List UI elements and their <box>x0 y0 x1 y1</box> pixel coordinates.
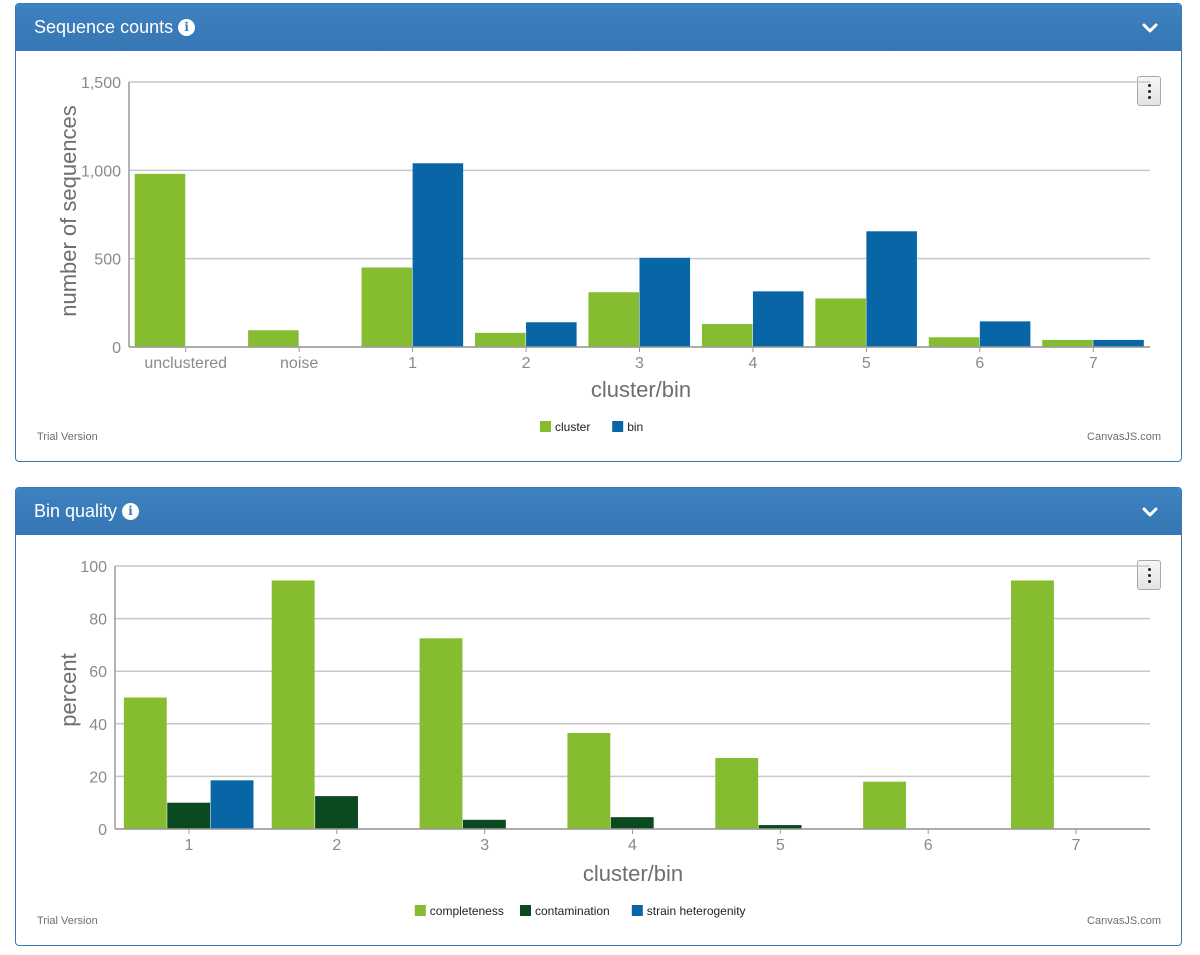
chart-menu-button[interactable] <box>1137 76 1161 106</box>
x-tick-label: 3 <box>480 837 489 854</box>
bar-cluster[interactable] <box>475 332 526 347</box>
legend-swatch[interactable] <box>414 905 426 916</box>
legend: cluster bin <box>540 420 643 434</box>
x-tick-label: 7 <box>1072 837 1081 854</box>
bar-cluster[interactable] <box>248 330 299 347</box>
bar-cluster[interactable] <box>134 173 186 347</box>
legend-item-label[interactable]: bin <box>627 420 643 434</box>
legend-swatch[interactable] <box>631 905 643 916</box>
bar-bin[interactable] <box>639 257 691 347</box>
chevron-down-icon[interactable] <box>1139 501 1161 523</box>
panel-title: Sequence counts <box>34 17 174 37</box>
y-tick-label: 500 <box>94 252 121 269</box>
bar-completeness[interactable] <box>863 781 907 829</box>
bar-bin[interactable] <box>412 163 464 347</box>
info-icon[interactable]: i <box>122 503 140 520</box>
y-tick-label: 0 <box>112 340 121 357</box>
x-tick-label: 1 <box>184 837 193 854</box>
x-axis-title: cluster/bin <box>591 377 691 402</box>
y-tick-label: 100 <box>80 559 107 576</box>
canvasjs-credit-link[interactable]: CanvasJS.com <box>1087 431 1161 443</box>
legend-swatch[interactable] <box>540 421 551 432</box>
x-tick-label: 5 <box>776 837 785 854</box>
bar-bin[interactable] <box>752 291 804 347</box>
bar-bin[interactable] <box>1093 339 1144 347</box>
x-tick-label: 5 <box>862 355 871 372</box>
sequence-counts-panel: Sequence counts i 0 500 1,000 1,500 uncluste… <box>15 3 1182 462</box>
bar-completeness[interactable] <box>419 638 463 829</box>
bar-cluster[interactable] <box>1042 339 1093 347</box>
bar-bin[interactable] <box>526 322 577 347</box>
bin-quality-panel: Bin quality i 0 20 40 60 80 100 1 2 3 4 5 6 7 percen… <box>15 487 1182 946</box>
legend-item-label[interactable]: strain heterogenity <box>647 904 746 918</box>
bar-strain-heterogenity[interactable] <box>210 780 254 829</box>
legend-swatch[interactable] <box>612 421 624 432</box>
y-tick-label: 40 <box>89 717 107 734</box>
y-tick-label: 1,500 <box>81 75 121 92</box>
legend-item-label[interactable]: completeness <box>430 904 504 918</box>
x-tick-label: 6 <box>975 355 984 372</box>
panel-header: Bin quality i <box>16 488 1181 535</box>
bar-completeness[interactable] <box>715 757 759 829</box>
trial-version-label: Trial Version <box>37 915 98 927</box>
legend-swatch[interactable] <box>520 905 531 916</box>
trial-version-label: Trial Version <box>37 431 98 443</box>
y-axis-title: percent <box>56 653 81 726</box>
sequence-counts-chart: 0 500 1,000 1,500 unclustered noise 1 2 3 4 5 6 7 nu… <box>37 75 1161 443</box>
bar-contamination[interactable] <box>758 825 802 829</box>
chart-menu-button[interactable] <box>1137 560 1161 590</box>
bar-bin[interactable] <box>866 231 917 347</box>
y-axis-title: number of sequences <box>56 105 81 317</box>
chevron-down-icon[interactable] <box>1139 17 1161 39</box>
bar-contamination[interactable] <box>610 817 654 829</box>
bar-contamination[interactable] <box>167 802 211 829</box>
canvasjs-credit-link[interactable]: CanvasJS.com <box>1087 915 1161 927</box>
legend: completeness contamination strain heteroge… <box>414 904 746 918</box>
x-axis-title: cluster/bin <box>583 861 683 886</box>
info-icon[interactable]: i <box>178 19 196 36</box>
y-tick-label: 0 <box>98 822 107 839</box>
y-tick-label: 1,000 <box>81 163 121 180</box>
x-tick-label: 2 <box>332 837 341 854</box>
x-tick-label: 6 <box>924 837 933 854</box>
bar-contamination[interactable] <box>462 819 506 829</box>
bar-completeness[interactable] <box>567 733 611 829</box>
bar-bin[interactable] <box>979 321 1031 347</box>
panel-title: Bin quality <box>34 501 118 521</box>
bar-completeness[interactable] <box>1011 580 1054 829</box>
x-tick-label: 2 <box>522 355 531 372</box>
vertical-dots-icon <box>1147 567 1151 571</box>
x-tick-label: 4 <box>628 837 637 854</box>
legend-item-label[interactable]: contamination <box>535 904 610 918</box>
bar-cluster[interactable] <box>588 292 639 347</box>
bar-cluster[interactable] <box>701 324 753 347</box>
x-tick-label: 7 <box>1089 355 1098 372</box>
y-tick-label: 80 <box>89 612 107 629</box>
bar-completeness[interactable] <box>271 580 315 829</box>
vertical-dots-icon <box>1147 83 1151 87</box>
bar-cluster[interactable] <box>815 298 866 347</box>
panel-header: Sequence counts i <box>16 4 1181 51</box>
x-tick-label: 3 <box>635 355 644 372</box>
x-tick-label: unclustered <box>144 355 227 372</box>
y-tick-label: 20 <box>89 769 107 786</box>
legend-item-label[interactable]: cluster <box>555 420 590 434</box>
bar-contamination[interactable] <box>315 796 358 829</box>
y-tick-label: 60 <box>89 664 107 681</box>
bar-cluster[interactable] <box>928 337 980 347</box>
bar-cluster[interactable] <box>361 267 413 348</box>
x-tick-label: 1 <box>408 355 417 372</box>
x-tick-label: 4 <box>748 355 757 372</box>
x-tick-label: noise <box>280 355 318 372</box>
bar-completeness[interactable] <box>123 697 167 830</box>
